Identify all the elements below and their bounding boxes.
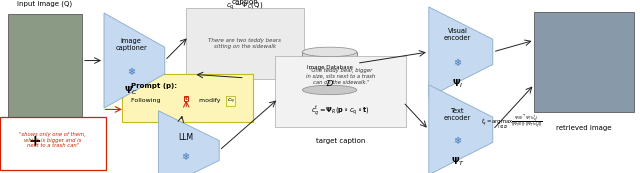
Text: t: t <box>185 96 188 101</box>
Text: Image
captioner: Image captioner <box>115 38 147 52</box>
Text: ❄: ❄ <box>454 136 461 146</box>
Text: input image (Q): input image (Q) <box>17 0 72 7</box>
Polygon shape <box>159 111 219 173</box>
Ellipse shape <box>303 85 357 95</box>
Polygon shape <box>429 85 493 173</box>
Text: $\mathbf{\Psi}_I$: $\mathbf{\Psi}_I$ <box>452 78 463 90</box>
Text: retrieved image: retrieved image <box>556 125 612 131</box>
Text: $\mathbf{\Psi}_C$: $\mathbf{\Psi}_C$ <box>124 85 138 97</box>
Text: Visual
encoder: Visual encoder <box>444 28 471 41</box>
Text: Image Database: Image Database <box>307 65 353 70</box>
Text: +: + <box>29 134 42 149</box>
Text: LLM: LLM <box>178 133 193 142</box>
FancyBboxPatch shape <box>186 8 304 79</box>
Text: target caption: target caption <box>316 138 365 144</box>
Polygon shape <box>104 13 165 108</box>
FancyBboxPatch shape <box>534 12 634 112</box>
Text: $\mathbf{\Psi}_R$: $\mathbf{\Psi}_R$ <box>179 171 193 173</box>
Text: $c_q^t = \mathbf{\Psi}_R(\mathbf{p} \circ c_\mathrm{q} \circ \mathbf{t})$: $c_q^t = \mathbf{\Psi}_R(\mathbf{p} \cir… <box>312 104 370 118</box>
Ellipse shape <box>303 47 357 57</box>
Text: ❄: ❄ <box>182 152 189 162</box>
Text: ❄: ❄ <box>127 67 135 77</box>
FancyBboxPatch shape <box>8 14 82 121</box>
Text: There are two teddy bears
sitting on the sidewalk: There are two teddy bears sitting on the… <box>208 38 282 49</box>
Text: Following: Following <box>131 98 163 103</box>
Text: ❄: ❄ <box>454 58 461 68</box>
FancyBboxPatch shape <box>303 52 357 90</box>
Text: Prompt (p):: Prompt (p): <box>131 83 177 89</box>
Text: Text
encoder: Text encoder <box>444 108 471 121</box>
Text: $\mathbf{\Psi}_T$: $\mathbf{\Psi}_T$ <box>451 156 465 168</box>
FancyBboxPatch shape <box>0 117 106 170</box>
Text: caption: caption <box>232 0 258 5</box>
Polygon shape <box>429 7 493 97</box>
Text: $I_q^t = \underset{I \in \mathcal{D}}{\mathrm{argmax}} \frac{\Psi_I(I)^\top \Psi: $I_q^t = \underset{I \in \mathcal{D}}{\m… <box>481 113 543 131</box>
FancyBboxPatch shape <box>275 56 406 127</box>
Text: "shows only one of them,
which is bigger and is
next to a trash can": "shows only one of them, which is bigger… <box>19 132 86 148</box>
Text: $c_\mathrm{q} - \Psi_C(\mathrm{Q})$: $c_\mathrm{q} - \Psi_C(\mathrm{Q})$ <box>226 1 264 12</box>
Text: $c_q$: $c_q$ <box>227 96 235 106</box>
Text: $\mathcal{D}$: $\mathcal{D}$ <box>325 78 334 88</box>
Text: "One teddy bear, bigger
in size, sits next to a trash
can on the sidewalk.": "One teddy bear, bigger in size, sits ne… <box>306 68 376 85</box>
FancyBboxPatch shape <box>122 74 253 122</box>
Text: modify: modify <box>197 98 221 103</box>
